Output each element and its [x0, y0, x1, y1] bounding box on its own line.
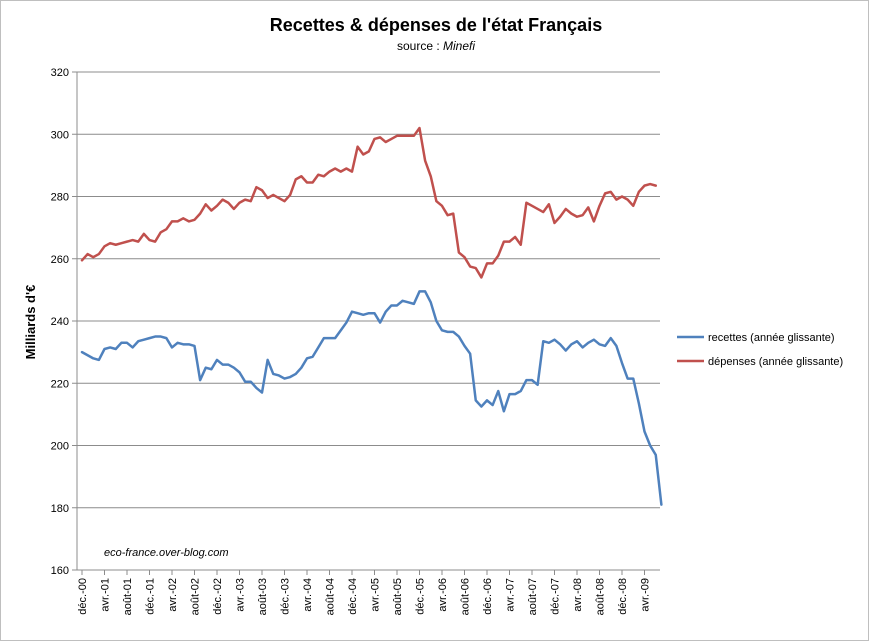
y-axis-label: Milliards d'€ [23, 285, 38, 360]
x-tick-label: avr.-09 [640, 578, 652, 612]
x-tick-label: déc.-01 [145, 578, 157, 615]
x-tick-label: déc.-00 [77, 578, 89, 615]
legend-label-0: recettes (année glissante) [708, 332, 835, 344]
x-tick-label: déc.-02 [212, 578, 224, 615]
y-tick-label: 160 [51, 565, 69, 577]
y-tick-label: 240 [51, 316, 69, 328]
y-tick-label: 180 [51, 503, 69, 515]
x-tick-label: avr.-04 [302, 578, 314, 612]
subtitle-prefix: source : [397, 39, 443, 53]
y-tick-label: 200 [51, 441, 69, 453]
x-tick-label: août-07 [527, 578, 539, 615]
gridlines [77, 71, 660, 509]
x-tick-label: avr.-02 [167, 578, 179, 612]
x-tick-label: août-05 [392, 578, 404, 615]
x-tick-label: août-06 [460, 578, 472, 615]
x-tick-label: déc.-03 [280, 578, 292, 615]
x-tick-label: août-02 [190, 578, 202, 615]
series-line-0 [80, 290, 663, 506]
x-tick-label: avr.-05 [370, 578, 382, 612]
x-tick-label: déc.-06 [482, 578, 494, 615]
axes [72, 71, 660, 575]
y-tick-labels: 160 180 200 220 240 260 280 300 320 [51, 67, 69, 577]
x-tick-label: déc.-04 [347, 578, 359, 615]
legend-label-1: dépenses (année glissante) [708, 356, 843, 368]
series-line-1 [80, 126, 657, 279]
x-tick-label: avr.-08 [572, 578, 584, 612]
x-tick-label: août-04 [325, 578, 337, 615]
x-tick-label: déc.-07 [550, 578, 562, 615]
x-tick-label: avr.-01 [100, 578, 112, 612]
x-tick-label: déc.-05 [415, 578, 427, 615]
y-tick-label: 300 [51, 129, 69, 141]
chart-subtitle: source : Minefi [397, 39, 475, 53]
chart-title: Recettes & dépenses de l'état Français [270, 15, 602, 35]
x-tick-label: août-03 [257, 578, 269, 615]
x-tick-label: avr.-07 [505, 578, 517, 612]
x-tick-label: avr.-06 [437, 578, 449, 612]
series-lines [80, 126, 663, 506]
x-tick-label: août-08 [595, 578, 607, 615]
y-tick-label: 260 [51, 254, 69, 266]
y-tick-label: 220 [51, 378, 69, 390]
x-tick-labels: déc.-00 avr.-01 août-01 déc.-01 avr.-02 août-… [77, 578, 652, 615]
subtitle-source: Minefi [443, 39, 475, 53]
x-tick-label: août-01 [122, 578, 134, 615]
x-tick-label: déc.-08 [617, 578, 629, 615]
x-tick-label: avr.-03 [235, 578, 247, 612]
watermark-annotation: eco-france.over-blog.com [104, 547, 229, 559]
y-tick-label: 280 [51, 192, 69, 204]
legend: recettes (année glissante) dépenses (anné… [677, 332, 843, 368]
y-tick-label: 320 [51, 67, 69, 79]
